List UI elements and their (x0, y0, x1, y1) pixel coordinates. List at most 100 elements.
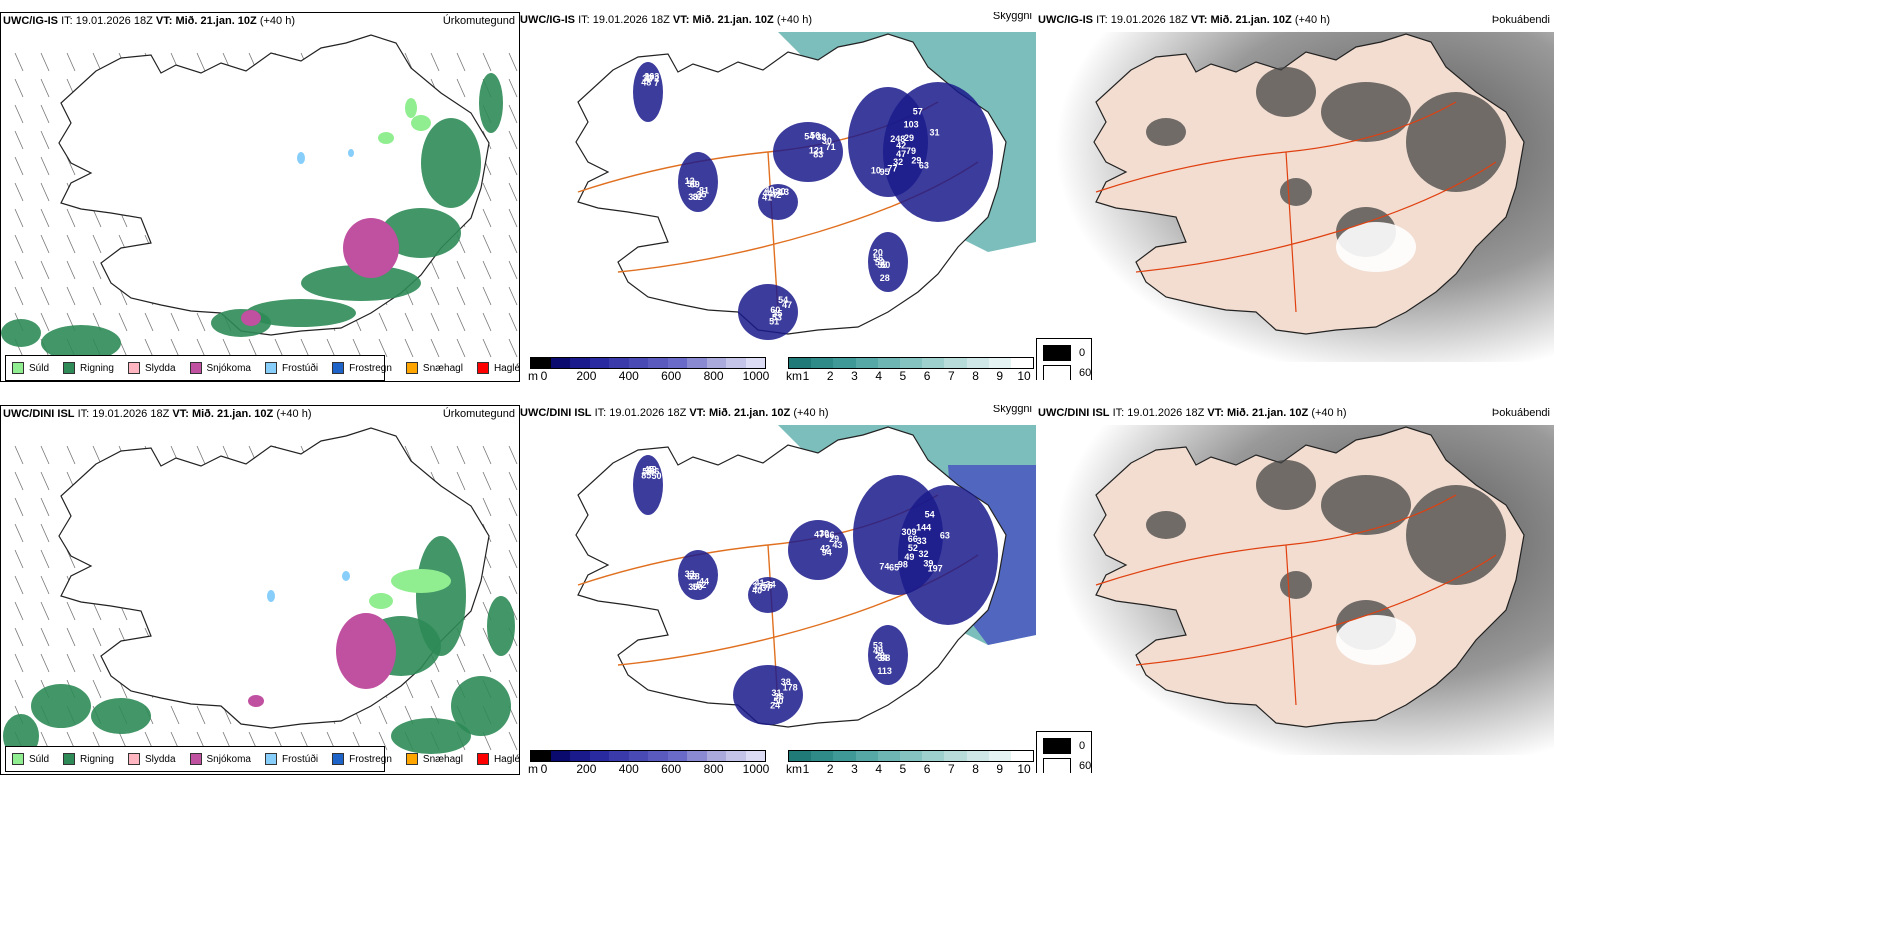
cloud-base-label: 66 (908, 534, 918, 544)
cloud-base-label: 48 (641, 77, 651, 87)
colorbar-step (944, 751, 967, 761)
low-cloud-area (868, 625, 908, 685)
precip-legend-item: Snjókoma (189, 362, 251, 374)
wind-barb (378, 338, 388, 358)
wind-barb (508, 338, 518, 358)
wind-barb (508, 575, 518, 595)
wind-barb (196, 705, 206, 725)
colorbar-step (570, 751, 590, 761)
wind-barb (352, 338, 362, 358)
cloud-base-label: 72 (649, 74, 659, 84)
wind-barb (378, 731, 388, 751)
wind-barb (40, 601, 50, 621)
precip-legend-item: Snæhagl (405, 753, 463, 765)
low-cloud-area (738, 284, 798, 340)
colorbar-step (988, 358, 1011, 368)
cloud-base-label: 52 (875, 258, 885, 268)
road-network (1095, 494, 1497, 706)
colorbar-step (966, 358, 989, 368)
wind-barb (482, 497, 492, 517)
drizzle-area (391, 569, 451, 593)
colorbar-step (811, 358, 834, 368)
panel-type-label: Skyggni (992, 12, 1032, 22)
cloud-base-label: 42 (896, 140, 906, 150)
wind-barb (482, 575, 492, 595)
wind-barb (430, 286, 440, 306)
cloud-base-label: 29 (875, 651, 885, 661)
cloud-base-colorbar: m 0 200 400 600 800 1000 (528, 750, 769, 773)
colorbar-step (745, 751, 765, 761)
colorbar-tick: 200 (576, 762, 597, 773)
colorbar-tick: 200 (576, 369, 597, 380)
visibility-colorbar: km 1 2 3 4 5 6 7 8 9 10 (786, 357, 1034, 380)
wind-barb (508, 445, 518, 465)
snow-area (248, 695, 264, 707)
low-cloud-area (773, 122, 843, 182)
cloud-base-label: 30 (819, 529, 829, 539)
wind-barb (508, 497, 518, 517)
visibility-panel-row2: 309 197 47 44 40 38 113 85 66 39 30 52 33 178 68 59 52 32… (518, 405, 1036, 773)
colorbar-gradient (530, 750, 766, 762)
cloud-base-label: 44 (699, 577, 709, 587)
colorbar-tick: 5 (899, 762, 907, 773)
cloud-base-label: 45 (644, 464, 654, 474)
cloud-base-label: 12 (685, 176, 695, 186)
legend-swatch (332, 753, 345, 765)
legend-swatch (405, 753, 418, 765)
cloud-base-label: 24 (770, 700, 780, 710)
wind-barb (14, 549, 24, 569)
cloud-base-label: 69 (687, 571, 697, 581)
wind-barb (92, 234, 102, 254)
legend-label: Frostregn (349, 753, 392, 765)
wind-barb (196, 52, 206, 72)
legend-label: Súld (29, 362, 50, 374)
cloud-base-label: 56 (873, 253, 883, 263)
rain-area (1, 319, 41, 347)
wind-barb (14, 471, 24, 491)
wind-barb (482, 312, 492, 332)
cloud-base-label: 49 (904, 552, 914, 562)
drizzle-area (405, 98, 417, 118)
iceland-coastline (58, 34, 490, 336)
wind-barb (326, 338, 336, 358)
wind-barb (508, 549, 518, 569)
wind-barb (14, 78, 24, 98)
wind-barb (14, 627, 24, 647)
wind-barb (14, 601, 24, 621)
fog-legend-label: 0 (1079, 347, 1086, 359)
wind-barb (482, 338, 492, 358)
legend-label: Súld (29, 753, 50, 765)
wind-barb (482, 445, 492, 465)
panel-type-label: Úrkomutegund (442, 15, 515, 27)
colorbar-tick: 9 (996, 762, 1004, 773)
rain-area (211, 309, 271, 337)
legend-label: Frostúði (281, 753, 319, 765)
colorbar-gradient (530, 357, 766, 369)
wind-barb (14, 653, 24, 673)
fog-area (1321, 82, 1411, 142)
colorbar-step (745, 358, 765, 368)
wind-barb (14, 156, 24, 176)
wind-barb (508, 156, 518, 176)
colorbar-step (550, 358, 570, 368)
colorbar-step (855, 358, 878, 368)
legend-label: Rigning (80, 753, 114, 765)
fog-legend-item: 0 (1043, 345, 1085, 361)
wind-barb (40, 471, 50, 491)
wind-barb (92, 653, 102, 673)
wind-barb (456, 653, 466, 673)
colorbar-tick: 1 (802, 369, 810, 380)
cloud-base-label: 35 (696, 190, 706, 200)
fog-legend-swatch (1043, 738, 1071, 754)
colorbar-tick: 2 (826, 762, 834, 773)
fog-legend-item: 60 (1043, 758, 1091, 773)
wind-barb (40, 78, 50, 98)
low-cloud-area (733, 665, 803, 725)
cloud-base-label: 74 (879, 562, 889, 572)
legend-swatch (12, 753, 24, 765)
wind-barb (92, 208, 102, 228)
colorbar-tick: 8 (972, 762, 979, 773)
wind-barb (66, 234, 76, 254)
wind-barb (66, 52, 76, 72)
